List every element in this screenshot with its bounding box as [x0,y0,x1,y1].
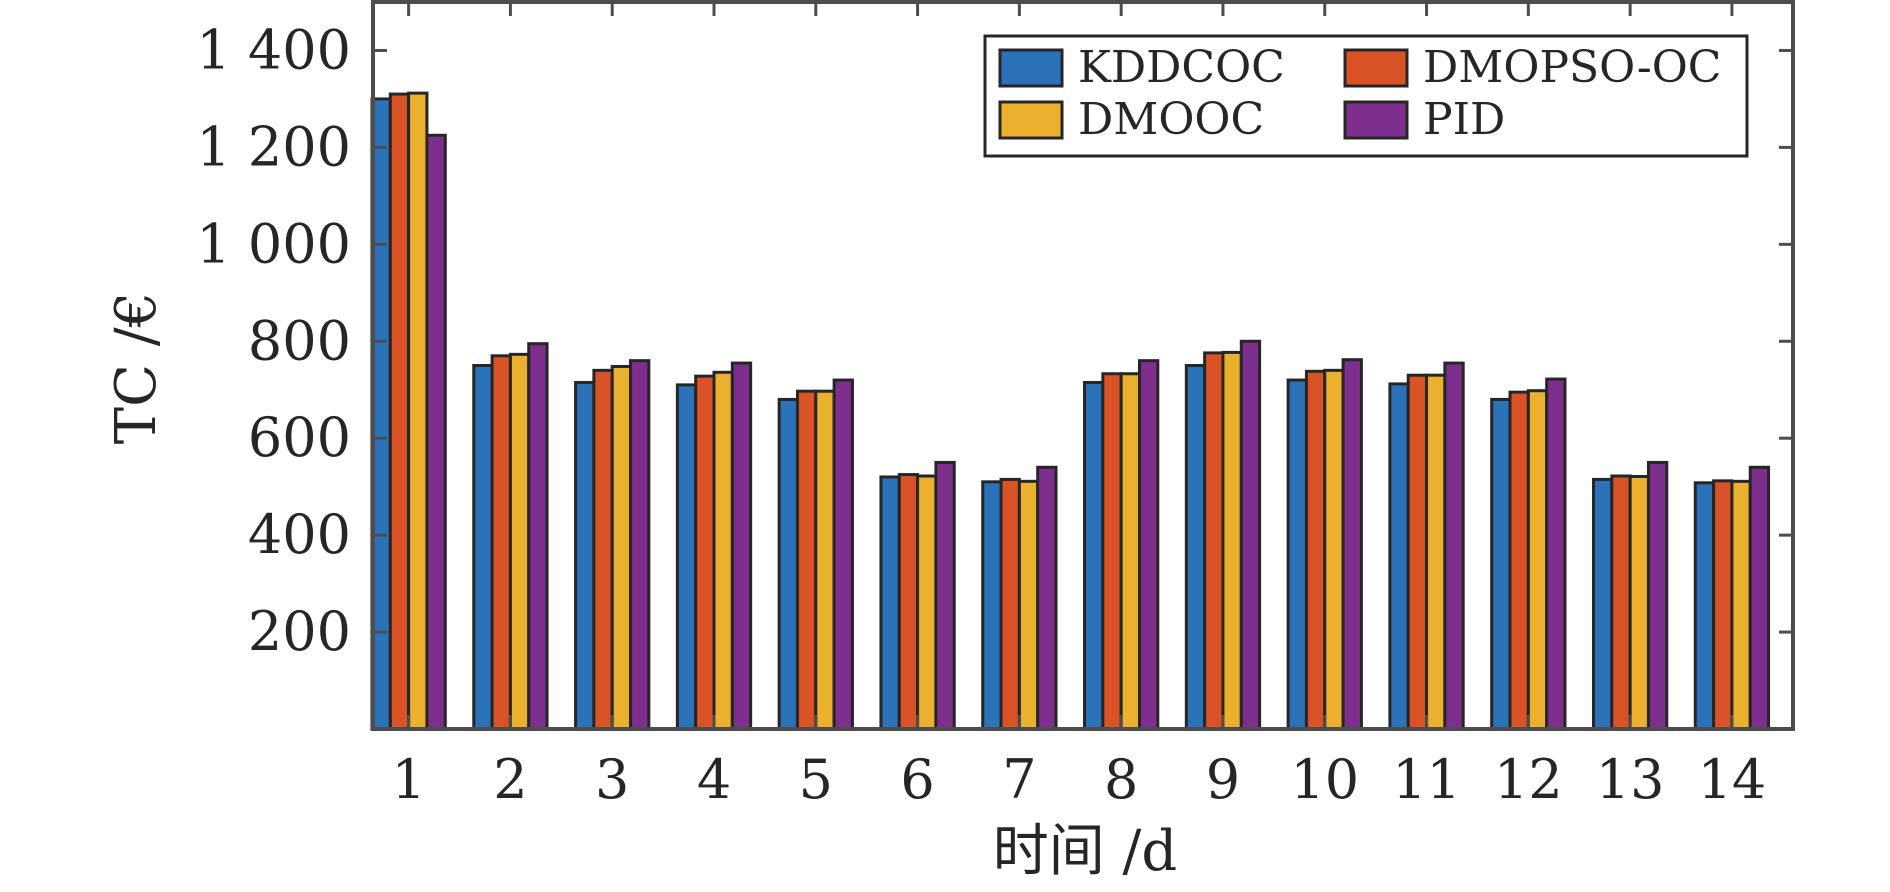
bar-dmopso-oc-1 [388,92,411,731]
bar-pid-14 [1748,465,1771,731]
y-axis-label: TC /€ [104,292,169,445]
bar-pid-11 [1443,361,1465,731]
bar-dmooc-14 [1730,479,1752,731]
bar-dmopso-oc-5 [795,389,818,731]
x-tick-label: 9 [1206,748,1240,811]
bar-kddcoc-10 [1286,378,1308,731]
x-tick-label: 5 [799,748,833,811]
x-tick-label: 8 [1104,748,1138,811]
y-tick-label: 400 [248,503,351,566]
bar-dmooc-5 [814,389,836,731]
legend-swatch-kddcoc [998,48,1064,88]
bar-dmopso-oc-11 [1406,373,1429,731]
bar-dmopso-oc-8 [1101,372,1123,731]
bar-kddcoc-12 [1490,397,1512,731]
bar-pid-10 [1341,358,1363,731]
bar-dmopso-oc-2 [490,354,512,731]
bar-pid-7 [1036,465,1058,731]
bar-dmopso-oc-13 [1610,474,1632,731]
y-tick-label: 200 [248,600,351,663]
bar-dmooc-11 [1425,373,1447,731]
bar-group [370,91,1771,731]
x-tick-label: 13 [1596,748,1665,811]
x-tick-label: 10 [1290,748,1359,811]
bar-pid-9 [1239,339,1262,731]
legend-swatch-dmooc [998,100,1064,140]
bar-dmooc-9 [1221,350,1243,731]
y-tick-labels: 200 400 600 800 1 000 1 200 1 400 [196,18,351,663]
legend-label-pid: PID [1423,94,1505,145]
bar-pid-13 [1646,460,1669,731]
bar-dmopso-oc-14 [1712,479,1734,731]
legend: KDDCOC DMOPSO-OC DMOOC PID [983,34,1749,158]
bar-dmooc-13 [1628,474,1650,731]
y-tick-label: 1 200 [196,115,351,178]
bar-kddcoc-8 [1083,380,1105,731]
axis-ticks [373,2,1793,729]
legend-swatch-pid [1343,100,1409,140]
bar-dmopso-oc-7 [999,477,1021,731]
bar-dmopso-oc-12 [1508,390,1530,731]
bar-dmooc-4 [712,370,734,731]
bar-pid-4 [730,361,753,731]
legend-label-dmooc: DMOOC [1078,94,1264,145]
bar-dmooc-7 [1017,479,1040,731]
bar-pid-3 [629,359,651,731]
bar-kddcoc-7 [981,480,1003,731]
bar-dmooc-8 [1119,372,1141,731]
bar-dmopso-oc-4 [694,374,716,731]
x-tick-label: 2 [493,748,527,811]
bar-kddcoc-9 [1184,364,1207,731]
x-tick-label: 4 [697,748,731,811]
x-tick-label: 14 [1698,748,1767,811]
bar-pid-5 [832,378,854,731]
bar-dmopso-oc-6 [897,473,920,731]
bar-pid-1 [425,133,447,731]
bar-pid-12 [1545,377,1567,731]
bar-dmooc-1 [407,91,429,731]
x-tick-label: 12 [1494,748,1563,811]
bar-kddcoc-3 [574,380,596,731]
bar-dmopso-oc-9 [1203,351,1225,731]
bar-dmooc-10 [1323,368,1345,731]
x-axis-label: 时间 /d [993,819,1178,884]
bar-dmooc-2 [508,352,531,731]
x-tick-label: 7 [1002,748,1036,811]
legend-label-kddcoc: KDDCOC [1078,42,1285,93]
y-tick-label: 1 000 [196,212,351,275]
legend-swatch-dmopso-oc [1343,48,1409,88]
bar-kddcoc-14 [1693,481,1716,731]
bar-dmopso-oc-3 [592,368,614,731]
x-tick-label: 11 [1392,748,1461,811]
bar-dmooc-3 [610,364,633,731]
bar-kddcoc-5 [777,397,799,731]
bar-kddcoc-2 [472,364,494,731]
x-tick-label: 3 [595,748,629,811]
bar-dmopso-oc-10 [1304,369,1327,731]
bar-pid-2 [527,342,549,731]
plot-frame [371,0,1795,731]
y-tick-label: 600 [248,406,351,469]
y-tick-label: 800 [248,309,351,372]
bar-pid-6 [934,460,956,731]
x-tick-label: 6 [900,748,934,811]
x-tick-label: 1 [391,748,425,811]
bar-kddcoc-11 [1388,382,1410,731]
bar-kddcoc-13 [1591,477,1614,731]
bar-dmooc-12 [1526,389,1549,731]
bar-pid-8 [1137,359,1160,731]
x-tick-labels: 1 2 3 4 5 6 7 8 9 10 11 12 13 14 [391,748,1766,811]
bar-kddcoc-4 [675,383,698,731]
legend-items: KDDCOC DMOPSO-OC DMOOC PID [998,42,1721,145]
bar-dmooc-6 [916,474,938,731]
legend-label-dmopso-oc: DMOPSO-OC [1423,42,1721,93]
y-tick-label: 1 400 [196,18,351,81]
bar-kddcoc-6 [879,475,901,731]
